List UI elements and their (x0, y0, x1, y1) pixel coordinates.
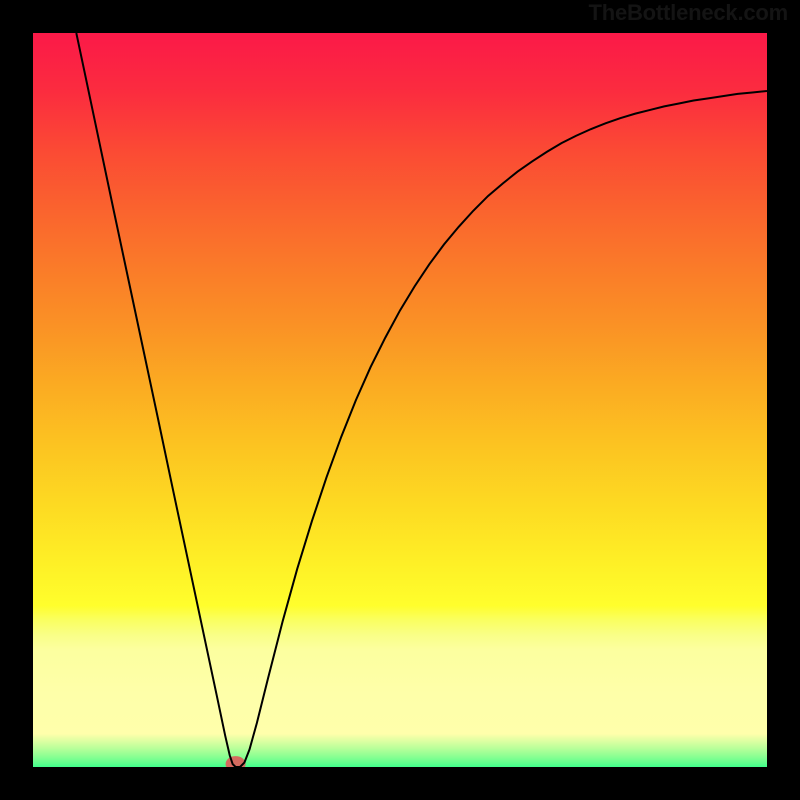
bottleneck-curve (33, 33, 767, 767)
curve-path (76, 33, 767, 767)
plot-area (33, 33, 767, 767)
chart-outer-frame: TheBottleneck.com (0, 0, 800, 800)
watermark-text: TheBottleneck.com (588, 0, 788, 26)
